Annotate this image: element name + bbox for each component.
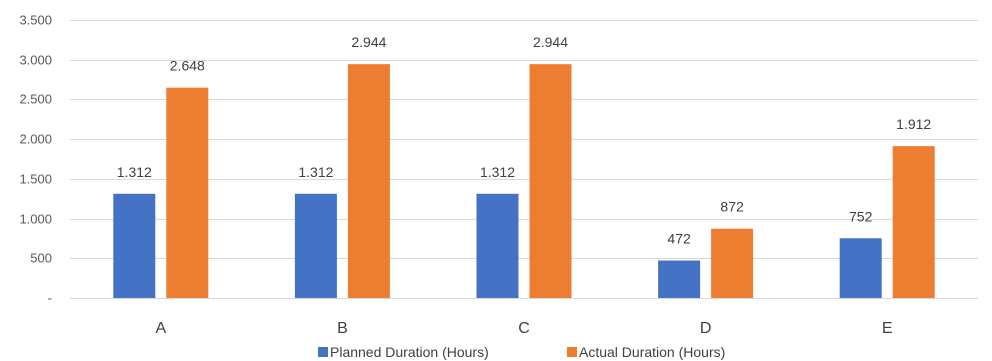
legend-label-series-1: Planned Duration (Hours) [330, 344, 489, 360]
x-category-label: D [700, 320, 712, 337]
bar-c-series-1 [476, 193, 519, 298]
bar-d-series-2 [711, 228, 754, 298]
data-label: 1.312 [117, 164, 152, 180]
y-tick-label: 1.000 [19, 212, 52, 227]
data-label: 872 [720, 199, 744, 215]
data-label: 1.312 [298, 164, 333, 180]
gridlines [70, 20, 978, 299]
x-category-label: C [518, 320, 530, 337]
bar-e-series-1 [839, 238, 882, 298]
y-axis-tick-labels: - 500 1.000 1.500 2.000 2.500 3.000 3.500 [19, 13, 52, 306]
bar-a-series-2 [166, 87, 209, 298]
data-label: 472 [667, 231, 691, 247]
y-tick-label: 2.500 [19, 92, 52, 107]
legend: Planned Duration (Hours) Actual Duration … [318, 344, 725, 360]
bar-b-series-1 [294, 193, 337, 298]
y-tick-label: - [48, 291, 52, 306]
x-category-label: A [155, 320, 166, 337]
y-tick-label: 3.500 [19, 13, 52, 28]
y-tick-label: 500 [30, 251, 52, 266]
data-label: 752 [849, 208, 873, 224]
legend-swatch-series-1 [318, 347, 328, 357]
bar-e-series-2 [892, 146, 935, 298]
y-tick-label: 2.000 [19, 132, 52, 147]
bar-b-series-2 [347, 64, 390, 298]
data-label: 1.312 [480, 164, 515, 180]
legend-swatch-series-2 [567, 347, 577, 357]
bar-d-series-1 [658, 260, 701, 298]
y-tick-label: 1.500 [19, 172, 52, 187]
y-tick-label: 3.000 [19, 53, 52, 68]
bar-c-series-2 [529, 64, 572, 298]
data-label: 2.648 [170, 58, 205, 74]
data-label: 1.912 [896, 116, 931, 132]
data-label: 2.944 [533, 34, 568, 50]
x-axis-category-labels: A B C D E [155, 320, 892, 337]
data-label: 2.944 [351, 34, 386, 50]
data-labels: 1.312 2.648 1.312 2.944 1.312 2.944 472 872 752 1… [117, 34, 932, 246]
legend-label-series-2: Actual Duration (Hours) [579, 344, 725, 360]
x-category-label: B [337, 320, 348, 337]
bar-a-series-1 [113, 193, 156, 298]
x-category-label: E [882, 320, 893, 337]
bars [113, 64, 935, 298]
